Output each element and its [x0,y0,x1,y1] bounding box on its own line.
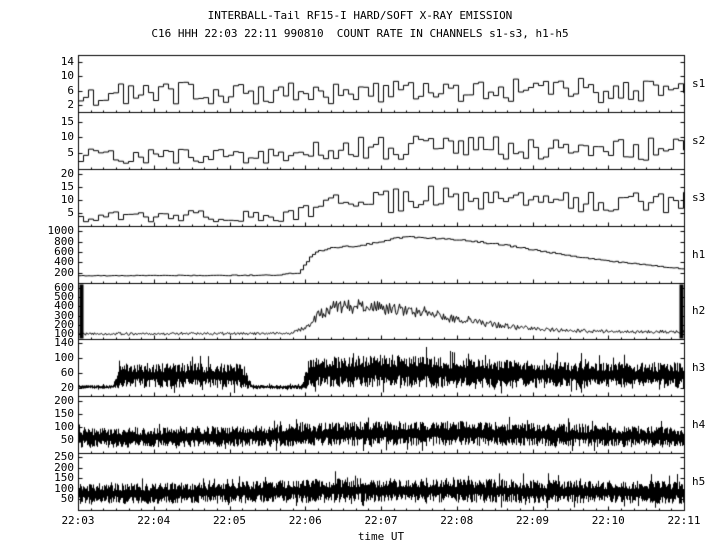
y-tick-label: 100 [54,420,74,433]
y-tick-label: 1000 [47,224,75,237]
x-tick-label: 22:11 [667,514,701,527]
x-tick-label: 22:03 [61,514,95,527]
y-tick-label: 200 [54,318,74,331]
y-tick-label: 100 [54,327,74,340]
y-tick-label: 60 [60,366,74,379]
x-tick-label: 22:07 [364,514,398,527]
y-tick-label: 600 [54,245,74,258]
y-tick-label: 15 [60,115,74,128]
panel-label-h5: h5 [692,474,706,488]
y-tick-label: 10 [60,193,74,206]
y-tick-label: 6 [67,84,74,97]
chart-title: INTERBALL-Tail RF15-I HARD/SOFT X-RAY EM… [207,9,513,22]
y-tick-label: 5 [67,146,74,159]
y-tick-label: 50 [60,433,74,446]
y-tick-label: 300 [54,309,74,322]
panel-label-s3: s3 [692,190,706,204]
x-tick-label: 22:04 [137,514,171,527]
y-tick-label: 14 [60,55,74,68]
y-tick-label: 800 [54,235,74,248]
panel-label-h4: h4 [692,417,706,431]
x-tick-label: 22:09 [515,514,550,527]
y-tick-label: 100 [54,351,74,364]
panel-label-s1: s1 [692,76,706,90]
panel-label-h1: h1 [692,247,706,261]
y-tick-label: 2 [67,98,74,111]
y-tick-label: 250 [54,450,74,463]
y-tick-label: 10 [60,130,74,143]
y-tick-label: 10 [60,69,74,82]
y-tick-label: 140 [54,336,74,349]
chart-subtitle: C16 HHH 22:03 22:11 990810 COUNT RATE IN… [151,27,569,40]
y-tick-label: 50 [60,492,74,505]
y-tick-label: 20 [60,167,74,180]
x-tick-label: 22:10 [591,514,625,527]
x-tick-label: 22:05 [212,514,247,527]
y-tick-label: 200 [54,394,74,407]
panel-label-h2: h2 [692,304,706,317]
y-tick-label: 200 [54,461,74,474]
x-tick-label: 22:06 [288,514,322,527]
y-tick-label: 500 [54,290,74,303]
panel-label-s2: s2 [692,133,706,147]
y-tick-label: 100 [54,482,74,495]
y-tick-label: 400 [54,255,74,268]
y-tick-label: 5 [67,206,74,219]
y-tick-label: 150 [54,407,74,420]
x-tick-label: 22:08 [440,514,474,527]
y-tick-label: 600 [54,281,74,294]
y-tick-label: 20 [60,381,74,394]
x-axis-title: time UT [357,530,405,543]
y-tick-label: 15 [60,180,74,193]
y-tick-label: 200 [54,266,74,279]
y-tick-label: 400 [54,299,74,312]
y-tick-label: 150 [54,471,74,484]
panel-label-h3: h3 [692,360,706,374]
